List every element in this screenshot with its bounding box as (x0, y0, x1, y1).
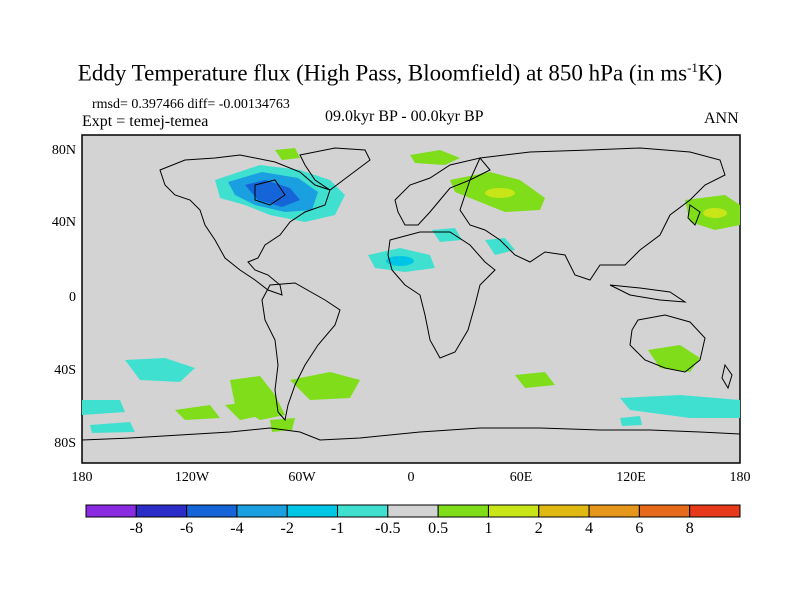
south-america-coast (261, 282, 341, 422)
lon-label-120e: 120E (616, 470, 646, 485)
s-indian-negative (620, 395, 740, 418)
colorbar-swatch (588, 504, 640, 518)
colorbar-label: -6 (179, 520, 194, 537)
colorbar-label: 8 (685, 520, 694, 537)
s-indian-negative-2 (620, 416, 642, 426)
south-indian-positive (515, 372, 555, 388)
colorbar-label: -1 (330, 520, 345, 537)
north-america-coast (159, 154, 331, 296)
africa-coast (387, 231, 496, 359)
lat-label-40s: 40S (54, 363, 76, 378)
colorbar-label: 2 (534, 520, 543, 537)
lat-label-40n: 40N (51, 215, 76, 230)
colorbar-label: 6 (635, 520, 644, 537)
north-africa-core (386, 256, 414, 266)
greenland (299, 147, 371, 191)
colorbar-swatch (236, 504, 288, 518)
lon-label-180w: 180 (71, 470, 93, 485)
coastlines (81, 147, 741, 441)
hudson-bay (254, 179, 286, 206)
colorbar-swatch (487, 504, 540, 518)
colorbar-swatch (689, 504, 741, 518)
lon-label-180e: 180 (729, 470, 751, 485)
lon-label-0: 0 (407, 470, 415, 485)
colorbar-swatch (538, 504, 590, 518)
season-label: ANN (704, 110, 739, 127)
colorbar-label: -4 (230, 520, 244, 537)
colorbar-swatch (135, 504, 188, 518)
lat-label-80n: 80N (51, 143, 76, 158)
east-asia-core (703, 208, 727, 218)
colorbar-swatch (387, 504, 439, 518)
period-label: 09.0kyr BP - 00.0kyr BP (325, 108, 484, 125)
new-zealand (721, 363, 733, 390)
mideast-negative (485, 238, 515, 255)
south-pacific-negative (125, 358, 195, 382)
lat-label-0: 0 (69, 290, 76, 305)
southern-ocean-positive-2 (225, 402, 265, 420)
colorbar-swatch (638, 504, 691, 518)
colorbar-label: -8 (129, 520, 143, 537)
north-america-inner (245, 180, 300, 207)
stats-text: rmsd= 0.397466 diff= -0.00134763 (92, 97, 290, 112)
chart-title: Eddy Temperature flux (High Pass, Bloomf… (77, 60, 723, 86)
colorbar-swatch (437, 504, 489, 518)
lon-label-60e: 60E (509, 470, 533, 485)
experiment-label: Expt = temej-temea (82, 113, 209, 130)
anomaly-shading (82, 148, 740, 433)
lat-label-80s: 80S (54, 436, 76, 451)
scandinavia-positive (410, 150, 460, 165)
colorbar-label: 1 (484, 520, 493, 537)
title-exponent: -1 (687, 60, 698, 75)
colorbar-swatch (286, 504, 339, 518)
antarctica-coast (81, 427, 741, 441)
s-pacific-positive (175, 405, 220, 420)
australia-positive (648, 345, 700, 372)
australia-coast (629, 314, 706, 373)
colorbar-label: -0.5 (375, 520, 401, 537)
colorbar-swatch (186, 504, 238, 518)
indonesia (609, 284, 687, 303)
japan (687, 204, 701, 226)
ross-negative-2 (90, 422, 135, 433)
colorbar-swatch (85, 504, 137, 518)
ross-negative (82, 400, 125, 415)
colorbar-swatch (337, 504, 389, 518)
greenland-positive (275, 148, 300, 160)
south-atlantic-positive (290, 372, 360, 400)
eurasia-core (485, 188, 515, 198)
colorbar-label: 0.5 (428, 520, 449, 537)
asia-coast (459, 147, 726, 281)
europe-coast (394, 157, 491, 226)
colorbar-label: -2 (280, 520, 294, 537)
colorbar-label: 4 (585, 520, 594, 537)
lon-label-60w: 60W (288, 470, 316, 485)
lon-label-120w: 120W (174, 470, 210, 485)
